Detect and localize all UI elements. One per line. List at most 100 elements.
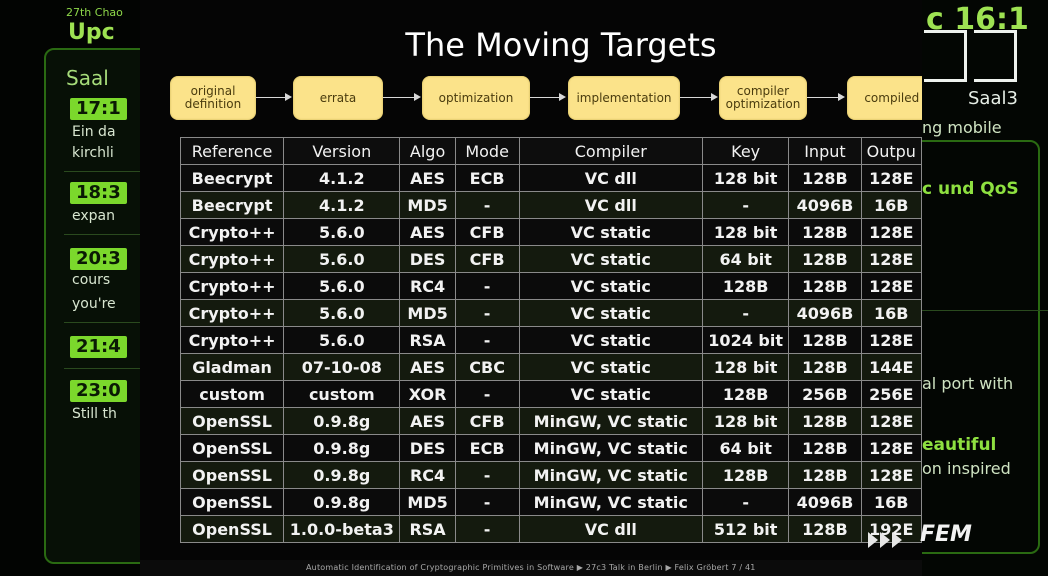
flow-arrow-icon xyxy=(530,93,566,101)
table-cell: 64 bit xyxy=(701,245,790,273)
table-cell: 0.9.8g xyxy=(283,434,401,462)
table-cell: - xyxy=(454,488,520,516)
flow-step: original definition xyxy=(170,76,256,120)
right-schedule-screen: c 16:1 xyxy=(922,0,1048,576)
table-row: Crypto++ 5.6.0 MD5- VC static -4096B 16B xyxy=(179,299,922,327)
table-cell: - xyxy=(701,488,790,516)
table-cell: 128E xyxy=(860,218,922,246)
table-cell: ECB xyxy=(454,434,520,462)
flow-step: compiler optimization xyxy=(719,76,807,120)
column-header: Algo xyxy=(399,137,456,165)
table-cell: OpenSSL xyxy=(179,407,285,435)
table-cell: RC4 xyxy=(399,461,456,489)
schedule-divider xyxy=(64,322,140,323)
right-schedule-text: on inspired xyxy=(922,459,1011,478)
table-cell: 1024 bit xyxy=(701,326,790,354)
table-cell: Gladman xyxy=(179,353,285,381)
table-row: Beecrypt 4.1.2 MD5- VC dll -4096B 16B xyxy=(179,191,922,219)
table-cell: - xyxy=(454,515,520,543)
schedule-time-badge: 23:0 xyxy=(70,380,127,402)
table-cell: RSA xyxy=(399,515,456,543)
table-cell: 128E xyxy=(860,326,922,354)
table-cell: - xyxy=(701,191,790,219)
table-cell: 128 bit xyxy=(701,353,790,381)
table-cell: VC static xyxy=(518,326,703,354)
flow-arrow-icon xyxy=(680,93,718,101)
table-row: OpenSSL 0.9.8g AES CFB MinGW, VC static 128 b… xyxy=(179,407,922,435)
table-cell: MD5 xyxy=(399,488,456,516)
table-cell: DES xyxy=(399,245,456,273)
table-cell: CFB xyxy=(454,407,520,435)
table-cell: 128E xyxy=(860,272,922,300)
table-cell: 0.9.8g xyxy=(283,461,401,489)
table-cell: RC4 xyxy=(399,272,456,300)
table-cell: 128 bit xyxy=(701,407,790,435)
table-cell: 128B xyxy=(788,461,862,489)
table-cell: ECB xyxy=(454,164,520,192)
table-cell: 128B xyxy=(788,218,862,246)
flow-step: errata xyxy=(293,76,383,120)
table-cell: 4096B xyxy=(788,299,862,327)
table-cell: Crypto++ xyxy=(179,299,285,327)
slide-footer-text: Automatic Identification of Cryptographi… xyxy=(306,563,756,572)
right-schedule-frame xyxy=(922,140,1040,554)
schedule-time-badge: 20:3 xyxy=(70,248,127,270)
table-row: OpenSSL 0.9.8g MD5- MinGW, VC static -4096B 1… xyxy=(179,488,922,516)
table-cell: OpenSSL xyxy=(179,461,285,489)
table-cell: MD5 xyxy=(399,299,456,327)
table-cell: 128B xyxy=(788,434,862,462)
table-cell: 16B xyxy=(860,299,922,327)
table-cell: VC static xyxy=(518,272,703,300)
table-cell: MD5 xyxy=(399,191,456,219)
column-header: Version xyxy=(283,137,401,165)
table-cell: 4.1.2 xyxy=(283,191,401,219)
right-schedule-text: eautiful xyxy=(922,435,997,455)
table-cell: Crypto++ xyxy=(179,245,285,273)
schedule-entry-text: cours xyxy=(72,272,111,288)
table-cell: VC dll xyxy=(518,515,703,543)
table-cell: 128E xyxy=(860,461,922,489)
table-cell: Crypto++ xyxy=(179,272,285,300)
table-cell: MinGW, VC static xyxy=(518,488,703,516)
table-header-row: Reference Version Algo Mode Compiler Key… xyxy=(179,137,922,165)
table-row: custom custom XOR - VC static 128B 256B 256E xyxy=(179,380,922,408)
flow-step: compiled c xyxy=(847,76,922,120)
fem-arrows-icon xyxy=(868,532,902,548)
table-cell: Beecrypt xyxy=(179,191,285,219)
left-schedule-event-name: 27th Chao xyxy=(66,6,123,19)
flow-step: optimization xyxy=(422,76,530,120)
schedule-time-badge: 21:4 xyxy=(70,336,127,358)
table-cell: Crypto++ xyxy=(179,218,285,246)
table-cell: OpenSSL xyxy=(179,515,285,543)
right-schedule-text: al port with xyxy=(922,374,1014,393)
left-schedule-screen: 27th Chao Upc Saal 17:1 Ein da kirchli 1… xyxy=(0,0,140,576)
schedule-entry-text: Ein da xyxy=(72,124,116,140)
table-cell: 128B xyxy=(788,326,862,354)
targets-table: Reference Version Algo Mode Compiler Key… xyxy=(179,137,922,543)
table-row: OpenSSL 1.0.0-beta3 RSA - VC dll 512 bit 128B 1… xyxy=(179,515,922,543)
slide-footer xyxy=(140,560,922,576)
table-cell: 07-10-08 xyxy=(283,353,401,381)
column-header: Outpu xyxy=(860,137,922,165)
table-cell: 4096B xyxy=(788,488,862,516)
table-row: Crypto++ 5.6.0 AES CFB VC static 128 bit 128B 1… xyxy=(179,218,922,246)
schedule-entry-text: Still th xyxy=(72,406,117,422)
flow-arrow-icon xyxy=(807,93,845,101)
table-cell: CFB xyxy=(454,245,520,273)
table-cell: - xyxy=(454,326,520,354)
table-cell: 4096B xyxy=(788,191,862,219)
table-cell: CBC xyxy=(454,353,520,381)
table-cell: 4.1.2 xyxy=(283,164,401,192)
table-cell: - xyxy=(454,380,520,408)
table-cell: VC static xyxy=(518,380,703,408)
column-header: Key xyxy=(701,137,790,165)
table-cell: custom xyxy=(179,380,285,408)
slide-title: The Moving Targets xyxy=(405,26,717,64)
table-cell: 16B xyxy=(860,488,922,516)
table-cell: 16B xyxy=(860,191,922,219)
schedule-divider xyxy=(64,368,140,369)
table-cell: 0.9.8g xyxy=(283,407,401,435)
right-schedule-text: ng mobile xyxy=(922,118,1002,137)
table-row: Crypto++ 5.6.0 RC4- VC static 128B 128B 128E xyxy=(179,272,922,300)
table-cell: VC static xyxy=(518,245,703,273)
